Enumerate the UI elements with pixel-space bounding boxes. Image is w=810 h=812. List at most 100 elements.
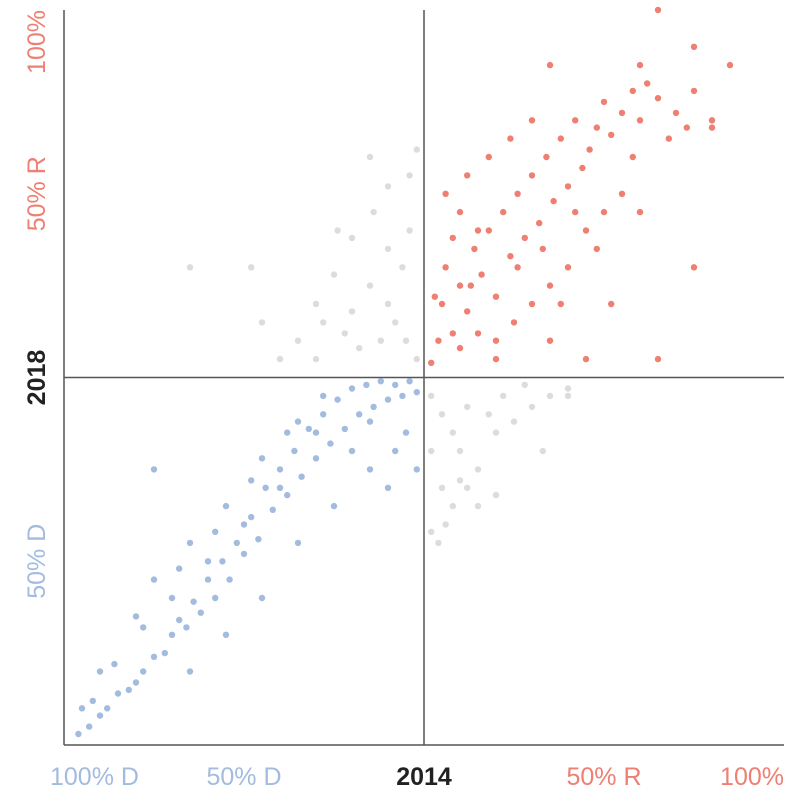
democrat-point — [176, 616, 183, 624]
democrat-point — [413, 466, 420, 473]
switched-series — [186, 146, 572, 547]
democrat-point — [413, 389, 420, 396]
republican-point — [557, 135, 564, 142]
republican-point — [521, 234, 528, 242]
y-tick-label: 100% — [23, 10, 51, 74]
democrat-point — [186, 539, 194, 547]
switched-point — [442, 521, 449, 528]
republican-point — [442, 190, 449, 197]
democrat-point — [298, 473, 305, 480]
republican-point — [608, 300, 615, 308]
republican-point — [550, 197, 557, 205]
republican-point — [492, 355, 500, 363]
switched-point — [564, 385, 572, 392]
democrat-point — [348, 447, 356, 455]
x-tick-label: 100% — [720, 763, 784, 791]
switched-point — [312, 300, 320, 308]
republican-point — [564, 183, 572, 190]
switched-point — [276, 355, 284, 363]
republican-point — [600, 208, 608, 216]
republican-point — [665, 135, 672, 142]
democrat-point — [104, 705, 111, 712]
democrat-point — [161, 649, 168, 657]
republican-point — [492, 337, 500, 344]
democrat-point — [150, 653, 158, 660]
democrat-point — [190, 598, 197, 605]
democrat-point — [305, 425, 312, 433]
republican-point — [474, 227, 482, 234]
democrat-point — [150, 466, 158, 473]
switched-point — [356, 344, 363, 352]
republican-point — [438, 300, 446, 308]
democrat-point — [406, 378, 413, 385]
democrat-point — [366, 418, 374, 425]
switched-point — [330, 271, 338, 278]
republican-point — [672, 109, 680, 117]
switched-point — [384, 183, 392, 190]
democrat-point — [330, 502, 338, 510]
republican-point — [471, 245, 478, 253]
democrat-point — [276, 466, 284, 473]
democrat-point — [384, 484, 392, 491]
switched-point — [510, 418, 518, 425]
republican-point — [618, 190, 626, 197]
democrat-point — [86, 723, 93, 730]
democrat-point — [240, 550, 248, 558]
democrat-point — [183, 624, 190, 631]
democrat-point — [212, 594, 219, 602]
republican-point — [618, 109, 626, 117]
democrat-point — [204, 576, 212, 583]
democrat-point — [284, 429, 291, 436]
republican-point — [654, 6, 662, 14]
democrat-point — [197, 609, 204, 616]
democrat-point — [140, 668, 147, 675]
switched-point — [546, 392, 554, 400]
switched-point — [334, 227, 341, 234]
switched-point — [438, 484, 446, 491]
democrat-point — [366, 466, 374, 473]
switched-point — [456, 447, 464, 455]
republican-point — [528, 172, 536, 179]
democrat-point — [168, 594, 176, 602]
democrat-point — [312, 429, 320, 436]
republican-point — [708, 117, 716, 124]
democrat-point — [269, 506, 276, 513]
republican-point — [546, 282, 554, 289]
republican-point — [690, 87, 698, 95]
democrat-point — [78, 705, 86, 712]
democrat-point — [284, 491, 291, 499]
democrat-point — [334, 396, 341, 403]
democrat-point — [363, 381, 370, 389]
republican-point — [467, 282, 474, 289]
switched-point — [399, 264, 406, 271]
switched-point — [521, 381, 528, 389]
switched-point — [492, 429, 500, 436]
republican-point — [636, 117, 644, 124]
democrat-point — [320, 411, 327, 418]
y-tick-label: 50% R — [23, 156, 51, 231]
republican-point — [636, 61, 644, 69]
democrat-point — [212, 528, 219, 535]
democrat-point — [248, 477, 255, 484]
democrat-point — [89, 697, 97, 705]
democrat-point — [132, 613, 140, 620]
democrat-point — [96, 712, 104, 719]
republican-point — [464, 308, 471, 315]
republican-point — [431, 293, 438, 300]
democrat-point — [392, 447, 399, 455]
democrat-point — [320, 392, 327, 400]
democrat-point — [204, 558, 212, 565]
points-layer — [75, 6, 734, 738]
democrat-point — [258, 455, 266, 462]
republican-point — [428, 359, 435, 366]
switched-point — [428, 447, 435, 455]
republican-point — [478, 271, 485, 278]
republican-point — [456, 208, 464, 216]
republican-point — [690, 264, 698, 271]
democrat-point — [240, 521, 248, 528]
switched-point — [384, 245, 392, 253]
republican-point — [582, 227, 590, 234]
switched-point — [449, 502, 456, 510]
switched-point — [186, 264, 194, 271]
